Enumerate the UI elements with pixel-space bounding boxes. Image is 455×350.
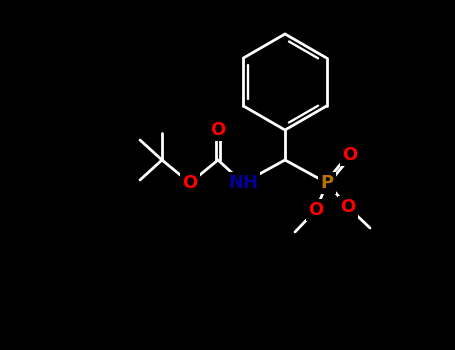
Text: NH: NH: [228, 174, 258, 192]
Text: O: O: [182, 174, 197, 192]
Text: O: O: [342, 146, 358, 164]
Text: O: O: [210, 121, 226, 139]
Text: P: P: [320, 174, 334, 192]
Text: O: O: [340, 198, 356, 216]
Text: O: O: [308, 201, 324, 219]
